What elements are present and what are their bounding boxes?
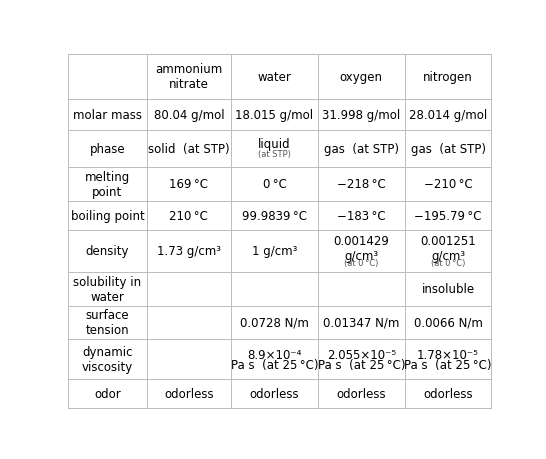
Text: density: density [86,245,129,258]
Text: 169 °C: 169 °C [169,178,209,191]
Text: nitrogen: nitrogen [423,71,473,84]
Text: 99.9839 °C: 99.9839 °C [242,209,307,222]
Text: boiling point: boiling point [70,209,144,222]
Text: 0 °C: 0 °C [263,178,287,191]
Text: 210 °C: 210 °C [169,209,208,222]
Text: (at 0 °C): (at 0 °C) [431,258,465,268]
Text: 1.78×10⁻⁵: 1.78×10⁻⁵ [417,348,479,361]
Text: (at STP): (at STP) [258,150,291,159]
Text: 1 g/cm³: 1 g/cm³ [252,245,297,258]
Text: oxygen: oxygen [340,71,383,84]
Text: 31.998 g/mol: 31.998 g/mol [322,108,400,121]
Text: 28.014 g/mol: 28.014 g/mol [409,108,487,121]
Text: −183 °C: −183 °C [337,209,385,222]
Text: solid  (at STP): solid (at STP) [148,143,230,156]
Text: 2.055×10⁻⁵: 2.055×10⁻⁵ [327,348,396,361]
Text: 0.001429
g/cm³: 0.001429 g/cm³ [334,234,389,262]
Text: 80.04 g/mol: 80.04 g/mol [153,108,224,121]
Text: gas  (at STP): gas (at STP) [411,143,485,156]
Text: surface
tension: surface tension [86,309,129,337]
Text: water: water [258,71,292,84]
Text: dynamic
viscosity: dynamic viscosity [82,345,133,373]
Text: Pa s  (at 25 °C): Pa s (at 25 °C) [404,358,492,371]
Text: 8.9×10⁻⁴: 8.9×10⁻⁴ [247,348,302,361]
Text: liquid: liquid [258,138,291,151]
Text: odorless: odorless [250,387,299,400]
Text: −210 °C: −210 °C [424,178,472,191]
Text: −195.79 °C: −195.79 °C [414,209,482,222]
Text: melting
point: melting point [85,170,130,198]
Text: 0.0728 N/m: 0.0728 N/m [240,316,309,329]
Text: Pa s  (at 25 °C): Pa s (at 25 °C) [231,358,318,371]
Text: ammonium
nitrate: ammonium nitrate [155,63,222,91]
Text: phase: phase [90,143,125,156]
Text: solubility in
water: solubility in water [73,275,141,303]
Text: gas  (at STP): gas (at STP) [324,143,399,156]
Text: odorless: odorless [423,387,473,400]
Text: odorless: odorless [336,387,386,400]
Text: molar mass: molar mass [73,108,142,121]
Text: Pa s  (at 25 °C): Pa s (at 25 °C) [318,358,405,371]
Text: odorless: odorless [164,387,213,400]
Text: 0.001251
g/cm³: 0.001251 g/cm³ [420,234,476,262]
Text: 1.73 g/cm³: 1.73 g/cm³ [157,245,221,258]
Text: 18.015 g/mol: 18.015 g/mol [235,108,313,121]
Text: (at 0 °C): (at 0 °C) [344,258,378,268]
Text: 0.01347 N/m: 0.01347 N/m [323,316,400,329]
Text: 0.0066 N/m: 0.0066 N/m [413,316,483,329]
Text: odor: odor [94,387,121,400]
Text: insoluble: insoluble [422,283,474,296]
Text: −218 °C: −218 °C [337,178,385,191]
